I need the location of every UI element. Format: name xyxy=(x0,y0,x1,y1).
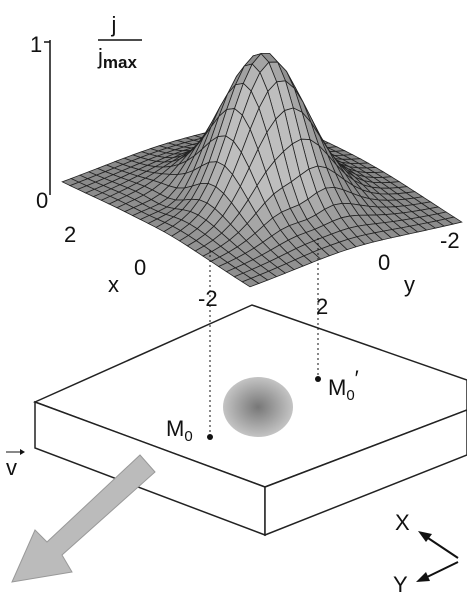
point-m0-prime xyxy=(315,376,321,382)
frame-x-label: X xyxy=(395,510,410,535)
surface xyxy=(62,54,462,287)
velocity-label: v xyxy=(6,455,17,480)
x-tick-label: -2 xyxy=(198,286,218,311)
z-label-numerator: j xyxy=(111,12,117,37)
x-tick-label: 2 xyxy=(64,222,76,247)
point-label-m: M xyxy=(166,416,184,441)
point-label-m: M xyxy=(328,375,346,400)
frame-x-axis xyxy=(425,536,458,558)
z-label-denominator: jmax xyxy=(97,44,137,72)
y-tick-label: 0 xyxy=(378,250,390,275)
y-label: y xyxy=(404,272,415,297)
x-tick-label: 0 xyxy=(134,255,146,280)
z-label-sub: max xyxy=(103,53,138,72)
z-tick-label: 1 xyxy=(30,32,42,57)
point-m0 xyxy=(207,434,213,440)
y-tick-label: -2 xyxy=(440,228,460,253)
point-label-sub: 0 xyxy=(346,387,354,404)
x-label: x xyxy=(108,272,119,297)
figure: 1 0 j jmax 2 0 -2 x -2 0 2 y M0 M0′ v X … xyxy=(0,0,467,592)
frame-y-axis xyxy=(425,562,458,578)
y-tick-label: 2 xyxy=(316,294,328,319)
z-tick-label: 0 xyxy=(36,188,48,213)
vector-sign xyxy=(20,449,25,455)
point-label-sub: 0 xyxy=(184,428,192,445)
spot xyxy=(223,377,293,437)
frame-y-label: Y xyxy=(393,572,408,592)
velocity-arrow xyxy=(12,455,155,582)
frame-arrow xyxy=(416,572,430,582)
point-label-prime: ′ xyxy=(355,366,359,391)
